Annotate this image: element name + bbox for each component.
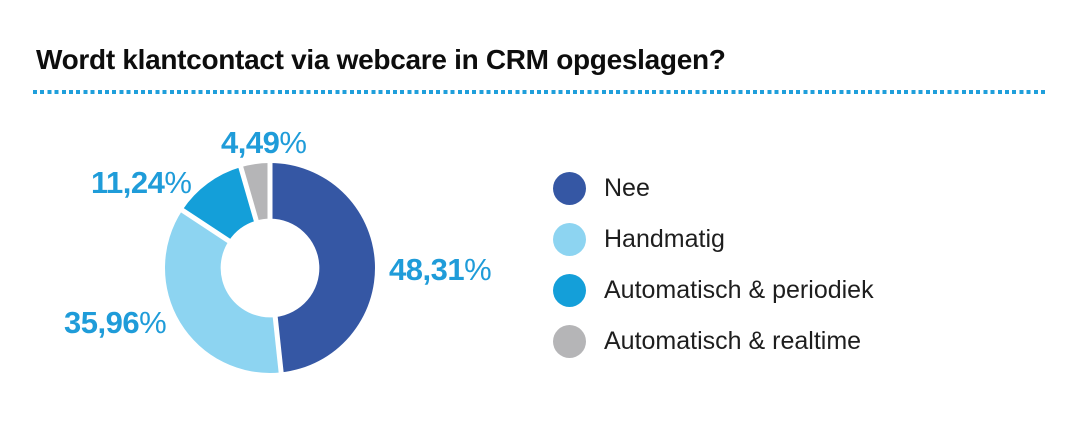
slice-value-label-handmatig: 35,96% <box>64 307 167 338</box>
legend-label: Handmatig <box>604 225 725 253</box>
legend-swatch-circle <box>553 223 586 256</box>
percent-sign: % <box>164 165 192 200</box>
donut-slice-3 <box>240 163 270 221</box>
slice-value-label-nee: 48,31% <box>389 254 492 285</box>
legend-label: Nee <box>604 174 650 202</box>
slice-value: 48,31 <box>389 252 465 287</box>
donut-slice-0 <box>270 163 376 373</box>
legend-swatch-circle <box>553 172 586 205</box>
legend-swatch-circle <box>553 325 586 358</box>
legend-swatch-circle <box>553 274 586 307</box>
legend: Nee Handmatig Automatisch & periodiek Au… <box>553 172 874 376</box>
donut-chart <box>164 161 376 375</box>
percent-sign: % <box>279 125 307 160</box>
percent-sign: % <box>464 252 492 287</box>
legend-item-realtime: Automatisch & realtime <box>553 325 874 358</box>
legend-label: Automatisch & periodiek <box>604 276 874 304</box>
legend-item-periodiek: Automatisch & periodiek <box>553 274 874 307</box>
slice-value-label-periodiek: 11,24% <box>91 167 192 198</box>
slice-value-label-realtime: 4,49% <box>221 127 307 158</box>
slice-value: 35,96 <box>64 305 140 340</box>
donut-slice-2 <box>182 167 257 241</box>
percent-sign: % <box>139 305 167 340</box>
page-title: Wordt klantcontact via webcare in CRM op… <box>36 44 726 75</box>
slice-gap <box>237 164 261 227</box>
slice-value: 4,49 <box>221 125 280 160</box>
legend-item-handmatig: Handmatig <box>553 223 874 256</box>
slice-gap <box>179 207 235 246</box>
slice-gap <box>272 311 284 375</box>
slice-value: 11,24 <box>91 165 165 200</box>
legend-label: Automatisch & realtime <box>604 327 862 355</box>
donut-slice-1 <box>164 210 282 373</box>
dotted-divider <box>33 90 1046 94</box>
legend-item-nee: Nee <box>553 172 874 205</box>
